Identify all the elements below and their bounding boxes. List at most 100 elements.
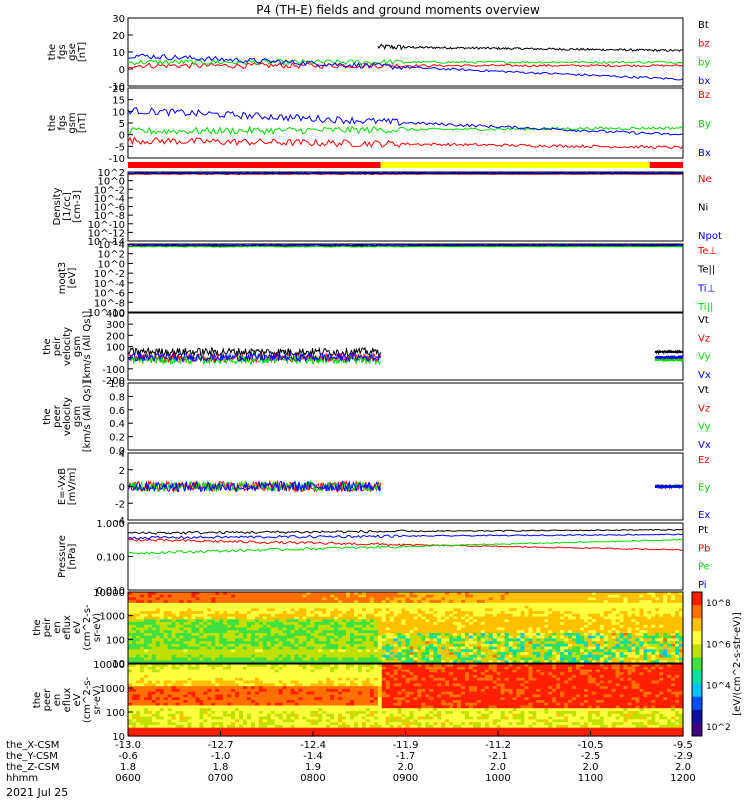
spec-cell [512, 605, 518, 609]
spec-cell [595, 646, 601, 650]
spec-cell [579, 669, 585, 673]
spec-cell [552, 597, 557, 601]
spec-cell [461, 616, 466, 620]
spec-cell [290, 633, 296, 637]
spec-cell [294, 630, 300, 634]
spec-cell [258, 635, 264, 639]
spec-cell [441, 666, 446, 671]
spec-cell [548, 649, 553, 653]
spec-cell [508, 611, 514, 615]
spec-cell [258, 611, 264, 615]
spec-cell [679, 613, 684, 618]
spec-cell [143, 613, 149, 618]
spec-cell [365, 680, 371, 684]
spec-cell [655, 600, 660, 604]
spec-cell [520, 611, 526, 615]
spec-cell [199, 592, 204, 596]
spec-cell [393, 675, 399, 679]
spec-cell [472, 649, 478, 653]
spec-cell [417, 643, 422, 648]
spec-cell [663, 677, 668, 682]
spec-cell [361, 605, 367, 609]
spec-cell [211, 660, 216, 664]
spec-cell [512, 680, 518, 684]
spec-cell [468, 616, 474, 620]
spec-cell [282, 594, 288, 598]
spec-cell [484, 594, 490, 598]
spec-cell [215, 654, 220, 659]
spec-cell [544, 649, 549, 653]
spec-cell [401, 672, 407, 676]
spec-cell [258, 669, 264, 673]
spec-cell [262, 613, 268, 618]
spec-cell [365, 660, 371, 664]
spec-cell [258, 602, 264, 607]
spec-cell [381, 611, 387, 615]
spec-cell [369, 616, 375, 620]
spec-cell [278, 652, 284, 656]
spec-cell [215, 597, 220, 601]
spec-cell [476, 675, 482, 679]
spec-cell [572, 594, 577, 598]
y-tick-label: 10^-4 [94, 194, 125, 205]
spec-cell [278, 605, 284, 609]
spec-cell [350, 654, 355, 659]
spec-cell [556, 616, 561, 620]
spec-cell [643, 641, 648, 645]
spec-cell [540, 594, 545, 598]
spec-cell [350, 613, 355, 618]
spec-cell [409, 627, 415, 631]
spec-cell [643, 600, 648, 604]
spec-cell [472, 627, 478, 631]
spec-cell [627, 657, 633, 661]
spec-cell [377, 643, 383, 648]
spec-cell [480, 611, 486, 615]
spec-cell [476, 619, 482, 623]
spec-cell [520, 638, 526, 642]
spec-cell [512, 597, 518, 601]
spec-cell [243, 635, 248, 639]
spec-cell [472, 622, 478, 626]
spec-cell [595, 649, 601, 653]
spec-cell [540, 613, 545, 618]
spec-cell [135, 600, 141, 604]
spec-cell [579, 608, 585, 612]
spec-cell [472, 619, 478, 623]
spec-cell [282, 624, 288, 629]
spec-cell [639, 635, 644, 639]
spec-cell [187, 613, 193, 618]
spec-cell [496, 683, 502, 687]
spec-cell [532, 683, 537, 687]
spec-cell [627, 683, 633, 687]
spec-cell [445, 602, 450, 607]
spec-cell [449, 675, 454, 679]
spec-cell [155, 649, 161, 653]
spec-cell [298, 641, 304, 645]
spec-cell [187, 664, 193, 668]
spec-cell [480, 677, 486, 682]
spec-cell [465, 660, 470, 664]
spec-cell [135, 622, 141, 626]
spec-cell [290, 666, 296, 671]
spec-cell [143, 680, 149, 684]
spec-cell [373, 633, 379, 637]
spec-cell [611, 654, 617, 659]
spec-cell [675, 657, 680, 661]
spec-cell [361, 600, 367, 604]
spec-cell [484, 660, 490, 664]
spec-cell [393, 622, 399, 626]
spec-cell [326, 622, 331, 626]
spec-cell [207, 675, 212, 679]
spec-cell [603, 669, 609, 673]
spec-cell [619, 675, 625, 679]
spec-cell [512, 641, 518, 645]
spec-cell [508, 597, 514, 601]
spec-cell [262, 677, 268, 682]
spec-cell [484, 664, 490, 668]
spec-cell [524, 643, 529, 648]
spec-cell [334, 605, 339, 609]
spec-cell [219, 592, 224, 596]
spec-cell [647, 600, 652, 604]
spec-cell [488, 646, 494, 650]
series-bz [127, 61, 684, 70]
